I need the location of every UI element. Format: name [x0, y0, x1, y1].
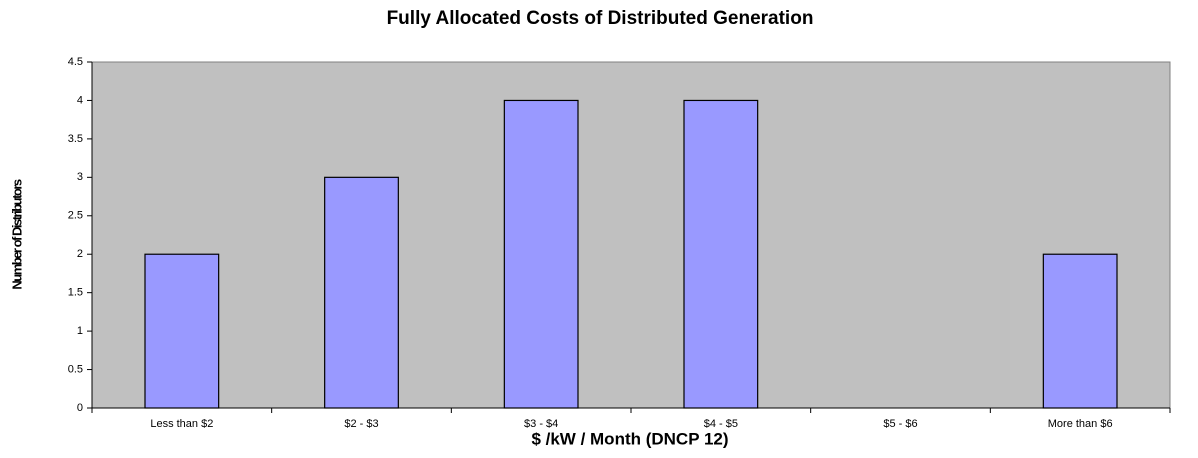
x-tick-label: More than $6 — [1048, 418, 1113, 430]
bar — [683, 99, 759, 409]
bar — [324, 176, 399, 409]
x-tick-label: $2 - $3 — [344, 418, 378, 430]
bar — [1042, 253, 1118, 409]
y-tick-label: 1 — [77, 325, 83, 337]
y-tick-label: 0 — [77, 402, 83, 414]
x-axis-label: $ /kW / Month (DNCP 12) — [531, 429, 728, 448]
y-axis-label: Number of Distributors — [9, 179, 24, 290]
x-tick-label: $5 - $6 — [883, 418, 917, 430]
y-tick-label: 0.5 — [68, 363, 83, 375]
y-tick-label: 2.5 — [68, 210, 83, 222]
y-tick-label: 4.5 — [68, 56, 83, 68]
chart-title: Fully Allocated Costs of Distributed Gen… — [387, 8, 814, 29]
y-tick-label: 3 — [77, 171, 83, 183]
y-tick-label: 4 — [77, 94, 83, 106]
y-tick-label: 2 — [77, 248, 83, 260]
x-tick-label: $3 - $4 — [524, 418, 558, 430]
x-tick-label: Less than $2 — [150, 418, 213, 430]
y-tick-label: 1.5 — [68, 287, 83, 299]
bar — [503, 99, 579, 409]
y-tick-label: 3.5 — [68, 133, 83, 145]
plot-area — [91, 61, 1171, 409]
x-tick-label: $4 - $5 — [704, 418, 738, 430]
bar — [144, 253, 220, 409]
